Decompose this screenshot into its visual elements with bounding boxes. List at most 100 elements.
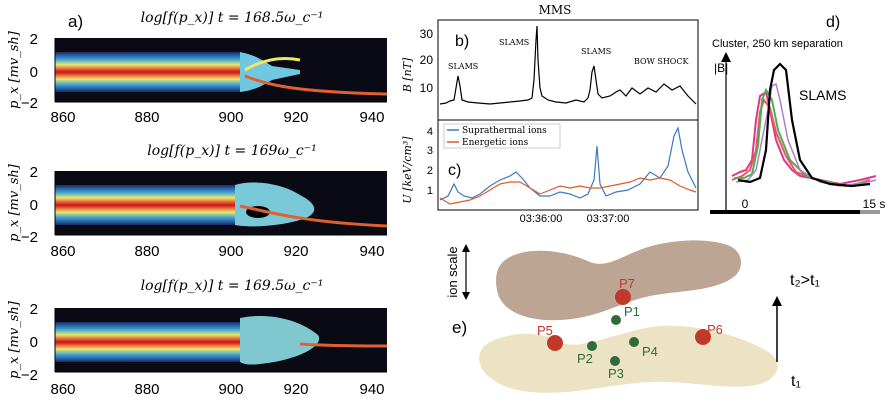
svg-text:−2: −2 — [21, 229, 38, 246]
heatmap-vortex — [240, 52, 300, 92]
panel-c-ylabel: U [keV/cm³] — [401, 136, 414, 204]
panel-b-label: b) — [455, 33, 469, 50]
svg-text:860: 860 — [50, 109, 75, 126]
heatmap-vortex — [240, 315, 320, 365]
panel-c-label: c) — [448, 162, 461, 179]
panel-a-ylabel-3: p_x [mv_sh] — [7, 300, 22, 379]
svg-text:4: 4 — [427, 126, 433, 138]
point-p3 — [610, 356, 620, 366]
panel-a-title-3: log[f(p_x)] t = 169.5ω_c⁻¹ — [141, 278, 324, 294]
upper-blob — [496, 240, 742, 321]
svg-text:15 s: 15 s — [863, 197, 886, 211]
panel-a-title-1: log[f(p_x)] t = 168.5ω_c⁻¹ — [141, 10, 324, 26]
svg-text:920: 920 — [283, 381, 308, 398]
svg-text:SLAMS: SLAMS — [448, 62, 478, 71]
panel-a-ylabel-1: p_x [mv_sh] — [7, 30, 22, 109]
heatmap-beam — [299, 342, 388, 348]
panel-c: c) 4 3 2 1 U [keV/cm³] Suprathermal ions… — [401, 119, 699, 225]
panel-a-xticks-2: 860 880 900 920 940 — [50, 243, 384, 260]
panel-d-black-trace — [737, 62, 871, 188]
panel-e: P7 P5 P6 P1 P2 P3 P4 e) ion scale t₂>t₁ … — [445, 240, 820, 393]
svg-text:3: 3 — [427, 145, 433, 157]
svg-text:900: 900 — [218, 109, 243, 126]
panel-a-title-2: log[f(p_x)] t = 169ω_c⁻¹ — [147, 143, 316, 159]
xtick-0336: 03:36:00 — [520, 213, 563, 225]
svg-text:940: 940 — [359, 109, 384, 126]
svg-text:900: 900 — [218, 243, 243, 260]
svg-text:P6: P6 — [707, 322, 723, 337]
svg-text:30: 30 — [420, 27, 434, 41]
panel-d-annotation: SLAMS — [799, 87, 846, 103]
svg-text:0: 0 — [742, 197, 749, 211]
panel-d: d) Cluster, 250 km separation |B| 0 15 s… — [710, 14, 886, 214]
panel-a-subplot-1: log[f(p_x)] t = 168.5ω_c⁻¹ 2 0 −2 p_x [m… — [7, 10, 388, 126]
svg-text:P3: P3 — [608, 366, 624, 381]
heatmap-filament — [244, 56, 301, 72]
panel-b: MMS b) 30 20 10 B [nT] SLAMS SLAMS SLAMS… — [401, 3, 699, 121]
legend-energetic: Energetic ions — [462, 138, 529, 148]
svg-text:SLAMS: SLAMS — [581, 47, 611, 56]
svg-text:860: 860 — [50, 381, 75, 398]
panel-b-magnetic-trace — [439, 25, 697, 105]
energetic-ions-line — [439, 177, 697, 205]
ytick-0: 0 — [30, 64, 38, 81]
heatmap-beam — [244, 74, 388, 96]
panel-a: a) log[f(p_x)] t = 168.5ω_c⁻¹ 2 0 −2 p_x… — [7, 10, 388, 398]
svg-text:P5: P5 — [537, 323, 553, 338]
suprathermal-ions-line — [439, 126, 697, 201]
svg-text:2: 2 — [427, 165, 433, 177]
svg-text:900: 900 — [218, 381, 243, 398]
panel-a-subplot-3: log[f(p_x)] t = 169.5ω_c⁻¹ 2 0 −2 p_x [m… — [7, 278, 388, 398]
svg-text:P1: P1 — [624, 304, 640, 319]
svg-text:0: 0 — [30, 334, 38, 351]
svg-text:880: 880 — [134, 381, 159, 398]
svg-text:P4: P4 — [642, 344, 658, 359]
svg-text:940: 940 — [359, 381, 384, 398]
point-p7 — [615, 289, 631, 305]
svg-text:BOW SHOCK: BOW SHOCK — [634, 57, 689, 66]
ytick-neg2: −2 — [21, 95, 38, 112]
panel-c-legend: Suprathermal ions Energetic ions — [443, 123, 561, 149]
heatmap-band — [55, 52, 240, 92]
panel-e-label: e) — [452, 318, 467, 337]
panel-c-frame — [437, 119, 699, 211]
ion-scale-label: ion scale — [445, 246, 460, 297]
svg-text:SLAMS: SLAMS — [499, 38, 529, 47]
point-p5 — [547, 335, 563, 351]
svg-text:0: 0 — [30, 197, 38, 214]
panel-d-ylabel: |B| — [714, 61, 728, 75]
xtick-0337: 03:37:00 — [587, 213, 630, 225]
point-labels: P7 P5 P6 P1 P2 P3 P4 — [537, 276, 723, 381]
heatmap-band — [55, 322, 245, 362]
svg-text:1: 1 — [427, 185, 433, 197]
panel-d-title: Cluster, 250 km separation — [712, 38, 843, 50]
panel-b-ylabel: B [nT] — [401, 57, 414, 93]
svg-text:−2: −2 — [21, 367, 38, 384]
time-early-label: t₁ — [791, 373, 801, 390]
point-p6 — [695, 329, 711, 345]
svg-text:10: 10 — [420, 81, 434, 95]
time-late-label: t₂>t₁ — [790, 272, 820, 289]
heatmap-beam — [239, 204, 388, 228]
svg-text:920: 920 — [283, 109, 308, 126]
point-p1 — [611, 315, 621, 325]
svg-text:P2: P2 — [577, 351, 593, 366]
svg-text:880: 880 — [134, 109, 159, 126]
panel-a-xticks-1: 860 880 900 920 940 — [50, 109, 384, 126]
lower-blob — [479, 325, 778, 393]
svg-text:880: 880 — [134, 243, 159, 260]
svg-text:2: 2 — [30, 301, 38, 318]
panel-d-label: d) — [826, 14, 840, 31]
svg-text:860: 860 — [50, 243, 75, 260]
point-p2 — [587, 341, 597, 351]
panel-a-label: a) — [68, 12, 83, 31]
panel-a-ylabel-2: p_x [mv_sh] — [7, 163, 22, 242]
svg-text:920: 920 — [283, 243, 308, 260]
panel-a-xticks-3: 860 880 900 920 940 — [50, 381, 384, 398]
svg-text:940: 940 — [359, 243, 384, 260]
panel-d-y-arrow — [721, 52, 731, 62]
svg-text:20: 20 — [420, 53, 434, 67]
ytick-2: 2 — [30, 31, 38, 48]
svg-text:P7: P7 — [619, 276, 635, 291]
